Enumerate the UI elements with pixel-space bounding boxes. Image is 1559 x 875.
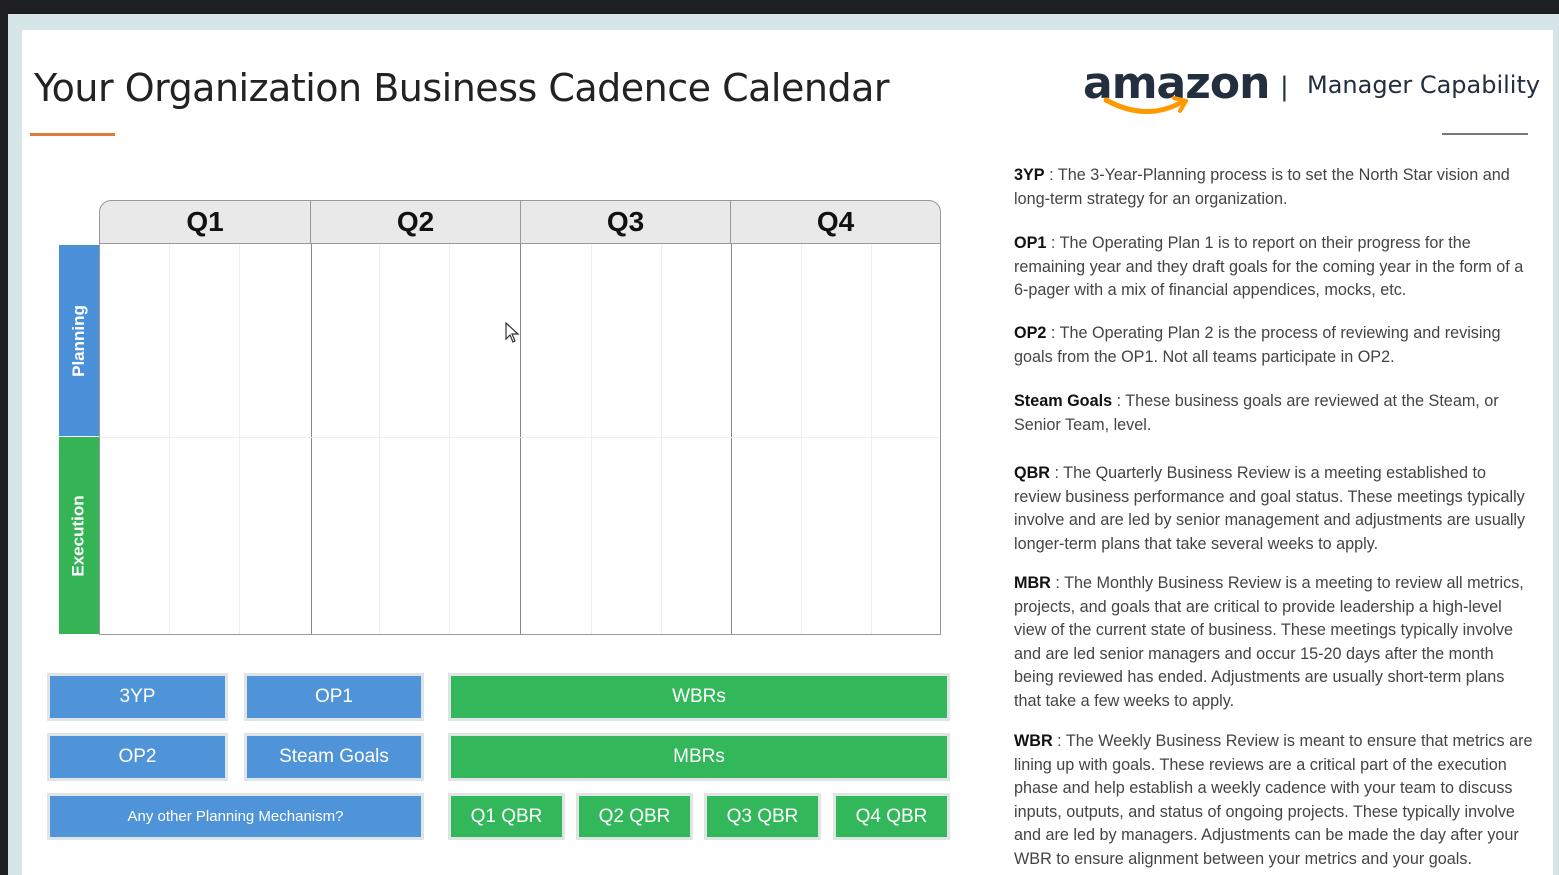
amazon-smile-icon	[1103, 96, 1188, 114]
wbrs-button[interactable]: WBRs	[448, 673, 950, 721]
definition-item: WBR : The Weekly Business Review is mean…	[1014, 730, 1534, 871]
planning-label: Planning	[69, 304, 88, 377]
month-gridline	[801, 244, 802, 634]
quarter-label: Q4	[816, 206, 855, 237]
definition-term: MBR	[1014, 574, 1051, 592]
definition-item: 3YP : The 3-Year-Planning process is to …	[1014, 164, 1534, 211]
op2-button[interactable]: OP2	[47, 733, 228, 781]
month-gridline	[661, 244, 662, 634]
month-gridline	[169, 244, 170, 634]
q1-qbr-button[interactable]: Q1 QBR	[448, 793, 565, 840]
quarter-label: Q2	[311, 201, 521, 243]
definition-item: MBR : The Monthly Business Review is a m…	[1014, 572, 1534, 713]
definition-term: Steam Goals	[1014, 392, 1113, 410]
definition-item: QBR : The Quarterly Business Review is a…	[1014, 462, 1534, 556]
row-divider	[100, 437, 940, 438]
q3-qbr-button[interactable]: Q3 QBR	[704, 793, 821, 840]
month-gridline	[591, 244, 592, 634]
window-top-bar	[0, 0, 1559, 14]
definition-text: : These business goals are reviewed at t…	[1014, 392, 1499, 434]
brand-tagline: Manager Capability	[1307, 71, 1541, 99]
quarter-header: Q1 Q2 Q3 Q4	[99, 200, 941, 244]
quarter-label: Q3	[521, 201, 731, 243]
page-title: Your Organization Business Cadence Calen…	[34, 66, 890, 110]
other-planning-mechanism-button[interactable]: Any other Planning Mechanism?	[47, 793, 424, 840]
mbrs-button[interactable]: MBRs	[448, 733, 950, 781]
brand-separator: |	[1280, 72, 1289, 102]
definition-text: : The Weekly Business Review is meant to…	[1014, 732, 1533, 868]
definition-item: OP2 : The Operating Plan 2 is the proces…	[1014, 322, 1534, 369]
brand-underline	[1442, 133, 1528, 135]
3yp-button[interactable]: 3YP	[47, 673, 228, 721]
definition-text: : The Quarterly Business Review is a mee…	[1014, 464, 1526, 553]
quarter-divider	[520, 244, 521, 634]
month-gridline	[379, 244, 380, 634]
definition-text: : The Operating Plan 1 is to report on t…	[1014, 234, 1524, 299]
definition-text: : The Monthly Business Review is a meeti…	[1014, 574, 1524, 710]
definition-term: 3YP	[1014, 166, 1045, 184]
q4-qbr-button[interactable]: Q4 QBR	[833, 793, 950, 840]
definition-term: QBR	[1014, 464, 1050, 482]
steam-goals-button[interactable]: Steam Goals	[244, 733, 424, 781]
month-gridline	[239, 244, 240, 634]
cadence-calendar-grid	[99, 244, 941, 635]
definition-item: Steam Goals : These business goals are r…	[1014, 390, 1534, 437]
planning-row-label: Planning	[59, 245, 99, 436]
definition-term: OP1	[1014, 234, 1047, 252]
q2-qbr-button[interactable]: Q2 QBR	[576, 793, 693, 840]
quarter-divider	[731, 244, 732, 634]
definition-item: OP1 : The Operating Plan 1 is to report …	[1014, 232, 1534, 303]
quarter-divider	[311, 244, 312, 634]
definition-term: OP2	[1014, 324, 1047, 342]
op1-button[interactable]: OP1	[244, 673, 424, 721]
title-underline	[30, 133, 115, 136]
month-gridline	[449, 244, 450, 634]
definition-text: : The Operating Plan 2 is the process of…	[1014, 324, 1501, 366]
quarter-label: Q1	[100, 201, 311, 243]
definition-term: WBR	[1014, 732, 1053, 750]
definition-text: : The 3-Year-Planning process is to set …	[1014, 166, 1510, 208]
execution-row-label: Execution	[59, 437, 99, 634]
mouse-cursor-icon	[505, 322, 520, 343]
execution-label: Execution	[69, 494, 88, 577]
month-gridline	[871, 244, 872, 634]
